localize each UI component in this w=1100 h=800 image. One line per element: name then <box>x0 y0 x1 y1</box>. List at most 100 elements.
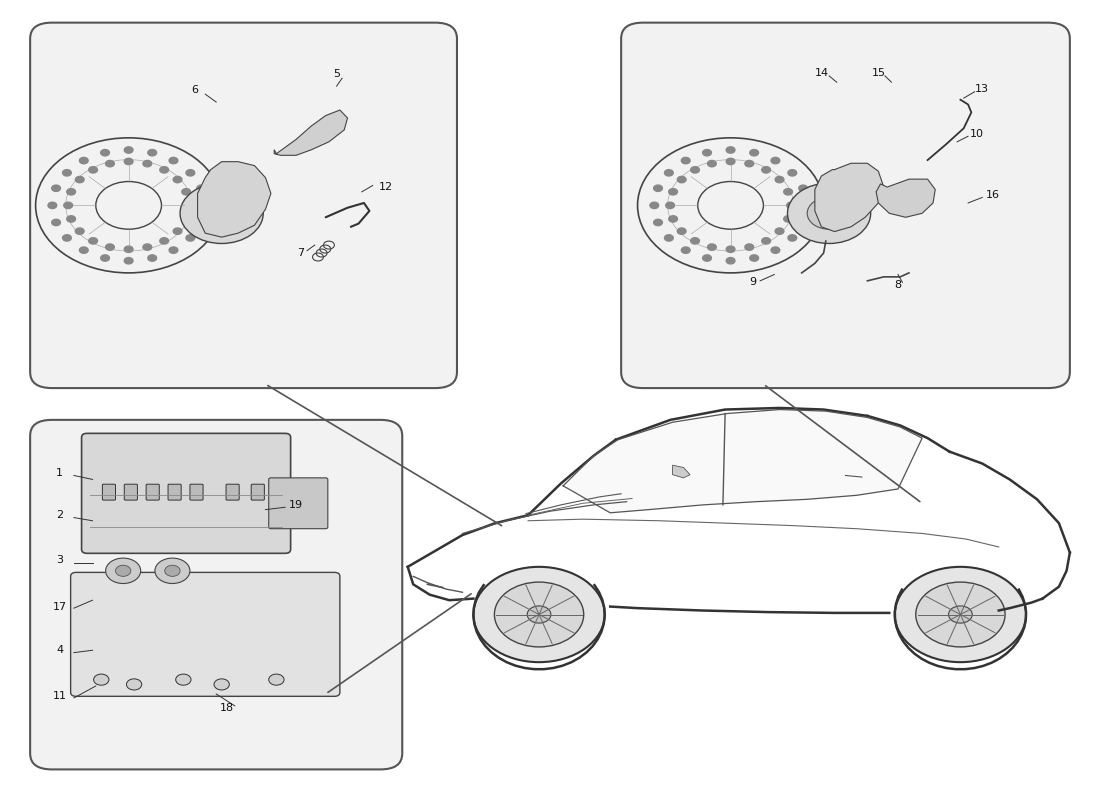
Circle shape <box>726 147 735 153</box>
Circle shape <box>653 185 662 191</box>
Circle shape <box>143 244 152 250</box>
FancyBboxPatch shape <box>70 572 340 696</box>
FancyBboxPatch shape <box>30 420 403 770</box>
Circle shape <box>124 258 133 264</box>
Circle shape <box>124 246 133 253</box>
Circle shape <box>771 158 780 164</box>
Text: 5: 5 <box>333 70 340 79</box>
FancyBboxPatch shape <box>30 22 456 388</box>
Circle shape <box>63 170 72 176</box>
Circle shape <box>101 255 109 262</box>
Circle shape <box>180 183 263 243</box>
Circle shape <box>200 198 243 229</box>
Circle shape <box>79 158 88 164</box>
Circle shape <box>268 674 284 686</box>
Circle shape <box>106 558 141 583</box>
Circle shape <box>52 219 60 226</box>
Circle shape <box>147 255 156 262</box>
Circle shape <box>143 161 152 166</box>
Text: 7: 7 <box>297 248 304 258</box>
FancyBboxPatch shape <box>273 484 286 500</box>
Polygon shape <box>815 163 883 231</box>
Text: 12: 12 <box>378 182 393 192</box>
Circle shape <box>653 219 662 226</box>
Circle shape <box>197 219 206 226</box>
Circle shape <box>707 244 716 250</box>
Circle shape <box>185 202 194 209</box>
Circle shape <box>101 150 109 156</box>
Circle shape <box>678 228 686 234</box>
Circle shape <box>726 246 735 253</box>
Text: 8: 8 <box>894 280 902 290</box>
Circle shape <box>173 176 182 182</box>
Circle shape <box>761 238 770 244</box>
Circle shape <box>182 216 190 222</box>
Circle shape <box>703 255 712 262</box>
Circle shape <box>803 202 811 209</box>
Circle shape <box>678 176 686 182</box>
Text: 15: 15 <box>871 68 886 78</box>
Circle shape <box>669 216 678 222</box>
Circle shape <box>650 202 659 209</box>
Circle shape <box>173 228 182 234</box>
Circle shape <box>473 567 605 662</box>
Circle shape <box>691 238 700 244</box>
Circle shape <box>776 228 784 234</box>
FancyBboxPatch shape <box>124 484 138 500</box>
Polygon shape <box>274 110 348 155</box>
Circle shape <box>783 216 792 222</box>
Circle shape <box>214 679 229 690</box>
Text: 18: 18 <box>220 703 234 714</box>
Circle shape <box>745 161 754 166</box>
Circle shape <box>197 185 206 191</box>
Circle shape <box>79 247 88 254</box>
Text: 11: 11 <box>53 690 67 701</box>
Circle shape <box>788 183 871 243</box>
FancyBboxPatch shape <box>146 484 160 500</box>
Circle shape <box>761 166 770 173</box>
Circle shape <box>494 582 584 647</box>
Circle shape <box>807 198 851 229</box>
Circle shape <box>106 161 114 166</box>
FancyBboxPatch shape <box>81 434 290 554</box>
Text: 14: 14 <box>814 68 828 78</box>
FancyBboxPatch shape <box>168 484 182 500</box>
Circle shape <box>776 176 784 182</box>
Text: 6: 6 <box>190 85 198 95</box>
Circle shape <box>124 147 133 153</box>
Circle shape <box>664 170 673 176</box>
Circle shape <box>126 679 142 690</box>
Polygon shape <box>876 179 935 218</box>
Polygon shape <box>563 410 922 513</box>
Circle shape <box>67 216 76 222</box>
FancyBboxPatch shape <box>268 478 328 529</box>
Circle shape <box>707 161 716 166</box>
Circle shape <box>750 255 759 262</box>
Circle shape <box>116 566 131 576</box>
Circle shape <box>160 166 168 173</box>
Circle shape <box>67 189 76 195</box>
Text: 13: 13 <box>976 83 989 94</box>
Circle shape <box>124 158 133 165</box>
FancyBboxPatch shape <box>102 484 116 500</box>
Circle shape <box>89 238 98 244</box>
Text: 3: 3 <box>56 555 63 566</box>
Circle shape <box>948 606 972 623</box>
Circle shape <box>147 150 156 156</box>
Circle shape <box>788 170 796 176</box>
FancyBboxPatch shape <box>226 484 239 500</box>
Circle shape <box>666 202 674 209</box>
Circle shape <box>916 582 1005 647</box>
Circle shape <box>186 170 195 176</box>
Circle shape <box>664 234 673 241</box>
Text: 9: 9 <box>749 278 756 287</box>
Circle shape <box>200 202 209 209</box>
Circle shape <box>799 185 807 191</box>
Circle shape <box>726 158 735 165</box>
Circle shape <box>52 185 60 191</box>
Circle shape <box>681 158 690 164</box>
Circle shape <box>165 566 180 576</box>
Circle shape <box>94 674 109 686</box>
Polygon shape <box>198 162 271 237</box>
Text: 4: 4 <box>56 646 64 655</box>
